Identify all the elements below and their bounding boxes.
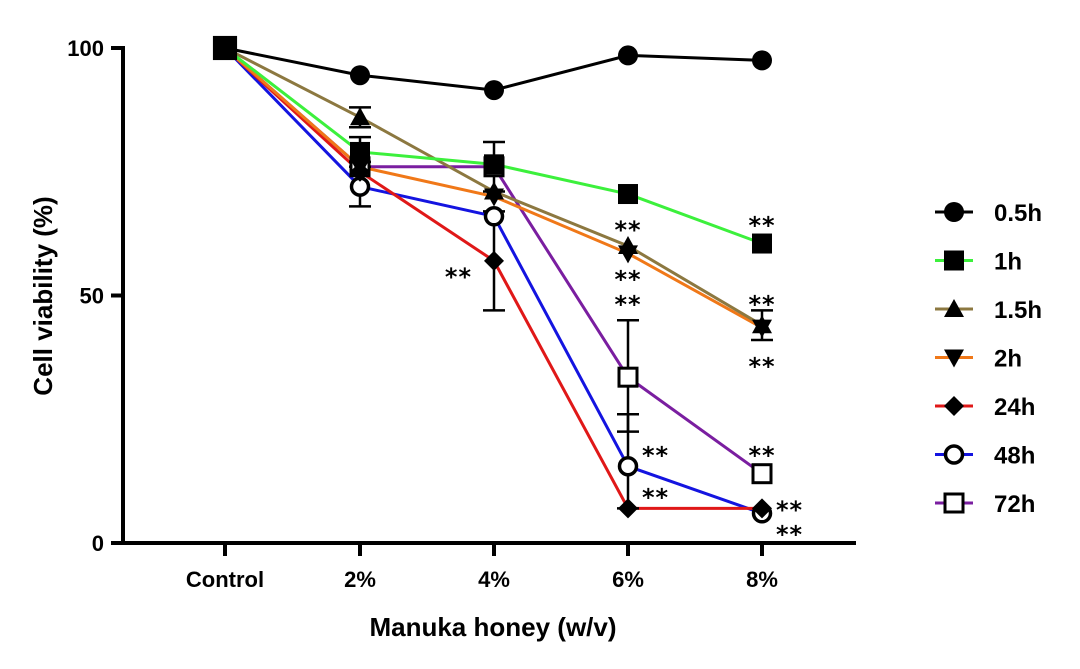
legend-swatch-marker [944, 349, 964, 368]
data-point-72h [751, 463, 773, 485]
significance-label: ** [748, 441, 775, 469]
data-point-24h [752, 498, 772, 519]
significance-label: ** [776, 496, 803, 524]
significance-label: ** [614, 290, 641, 318]
legend-item-2h: 2h [935, 346, 1022, 373]
data-point-1-5h [484, 181, 504, 200]
legend-swatch-marker [944, 396, 964, 416]
legend-swatch-marker [943, 444, 965, 465]
x-tick-label: Control [186, 567, 264, 592]
data-point-48h [483, 206, 505, 227]
axes [121, 46, 856, 545]
significance-label: ** [614, 266, 641, 294]
data-point-24h [618, 498, 638, 519]
significance-label: ** [614, 216, 641, 244]
data-point-1h [484, 154, 504, 175]
significance-label: ** [748, 211, 775, 239]
data-point-1-5h [350, 107, 370, 126]
data-point-1h [350, 141, 370, 162]
y-tick-label: 100 [67, 36, 104, 61]
data-point-0-5h [618, 45, 638, 66]
data-point-72h [617, 366, 639, 388]
legend-label: 1h [994, 249, 1022, 276]
legend-item-1h: 1h [935, 249, 1022, 276]
data-point-0-5h [213, 36, 237, 60]
legend-label: 1.5h [994, 297, 1042, 324]
series-markers [212, 35, 773, 524]
legend-label: 72h [994, 491, 1035, 518]
legend-label: 2h [994, 346, 1022, 373]
significance-label: ** [642, 441, 669, 469]
data-point-1-5h [752, 315, 772, 334]
data-point-2h [350, 158, 370, 177]
legend-swatch-marker [944, 202, 964, 222]
data-point-0-5h [350, 65, 370, 86]
legend-item-0-5h: 0.5h [935, 200, 1042, 227]
x-axis-title: Manuka honey (w/v) [369, 612, 616, 642]
y-tick-label: 50 [80, 284, 104, 309]
data-point-0-5h [752, 50, 772, 71]
legend-label: 48h [994, 443, 1035, 470]
significance-label: ** [776, 521, 803, 549]
legend-item-72h: 72h [935, 491, 1035, 518]
significance-annotations: ************************ [445, 211, 803, 549]
legend-item-1-5h: 1.5h [935, 297, 1042, 324]
x-tick-label: 8% [746, 567, 778, 592]
data-point-24h [484, 250, 504, 271]
legend-label: 24h [994, 394, 1035, 421]
y-tick-label: 0 [92, 531, 104, 556]
significance-label: ** [748, 352, 775, 380]
legend-swatch-marker [944, 299, 964, 317]
data-point-48h [617, 456, 639, 477]
legend-swatch-marker [943, 492, 965, 514]
y-axis-title: Cell viability (%) [28, 196, 58, 395]
legend-swatch-marker [944, 250, 964, 271]
legend: 0.5h 1h 1.5h 2h 24h 48h 72h [935, 200, 1042, 518]
significance-label: ** [642, 484, 669, 512]
legend-item-24h: 24h [935, 394, 1035, 421]
axis-ticks: 0 50 100 Control 2% 4% 6% 8% [67, 36, 778, 592]
legend-label: 0.5h [994, 200, 1042, 227]
x-tick-label: 4% [478, 567, 510, 592]
data-point-1h [752, 233, 772, 254]
significance-label: ** [445, 263, 472, 291]
legend-item-48h: 48h [935, 443, 1035, 470]
data-point-1h [618, 184, 638, 205]
x-tick-label: 2% [344, 567, 376, 592]
x-tick-label: 6% [612, 567, 644, 592]
data-point-1-5h [618, 236, 638, 254]
significance-label: ** [748, 290, 775, 318]
data-point-0-5h [484, 80, 504, 101]
